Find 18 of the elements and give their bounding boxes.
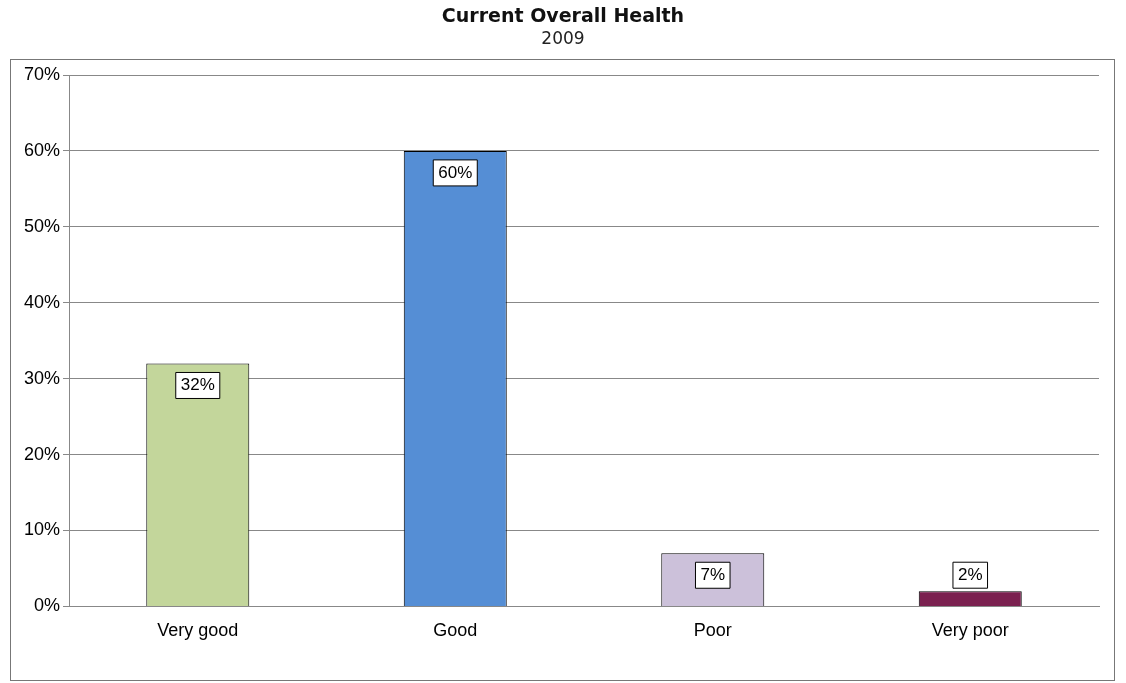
x-tick-label: Very good [157,620,239,641]
y-tick-label: 10% [24,519,61,540]
x-tick-label: Good [433,620,478,641]
x-tick-label: Poor [693,620,732,641]
y-tick-label: 20% [24,443,61,464]
data-label: 2% [957,564,983,584]
y-tick-label: 40% [24,291,61,312]
data-label: 32% [180,375,215,395]
data-label: 60% [438,162,473,182]
y-tick-label: 50% [24,215,61,236]
y-tick-label: 0% [34,595,61,616]
chart-title: Current Overall Health [440,4,686,26]
y-tick-label: 70% [24,63,61,84]
x-tick-label: Very poor [931,620,1009,641]
data-label: 7% [700,564,726,584]
y-tick-label: 30% [24,367,61,388]
chart-subtitle: 2009 [540,28,586,48]
y-tick-label: 60% [24,139,61,160]
